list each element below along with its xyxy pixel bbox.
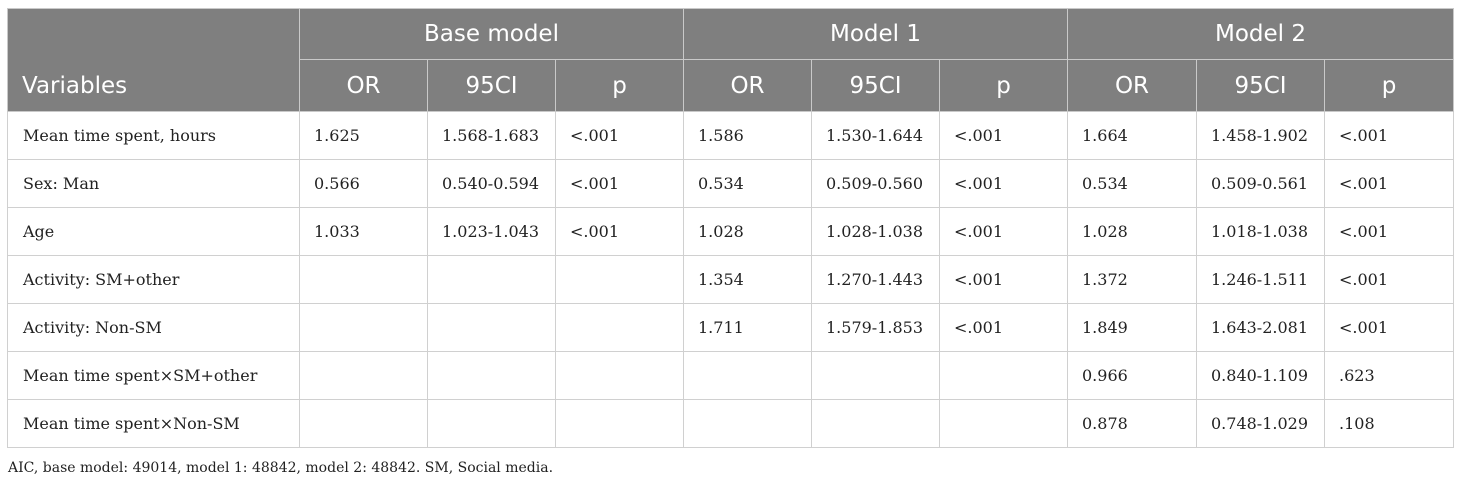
value-cell bbox=[299, 255, 428, 304]
value-cell bbox=[555, 303, 684, 352]
variable-name-cell: Activity: SM+other bbox=[7, 255, 300, 304]
value-cell bbox=[427, 255, 556, 304]
variable-name-cell: Age bbox=[7, 207, 300, 256]
value-cell: 1.246-1.511 bbox=[1196, 255, 1325, 304]
value-cell: 0.878 bbox=[1067, 399, 1197, 448]
subheader-or: OR bbox=[299, 59, 428, 112]
value-cell: 1.530-1.644 bbox=[811, 111, 940, 160]
table-row: Activity: SM+other 1.354 1.270-1.443 <.001 1… bbox=[7, 255, 1454, 304]
value-cell bbox=[427, 351, 556, 400]
value-cell: 1.458-1.902 bbox=[1196, 111, 1325, 160]
variable-name-cell: Mean time spent×SM+other bbox=[7, 351, 300, 400]
value-cell: <.001 bbox=[555, 159, 684, 208]
value-cell bbox=[299, 399, 428, 448]
value-cell: <.001 bbox=[1324, 255, 1454, 304]
table-row: Activity: Non-SM 1.711 1.579-1.853 <.001 1.8… bbox=[7, 303, 1454, 352]
value-cell: 1.028 bbox=[1067, 207, 1197, 256]
variables-column-header: Variables bbox=[7, 8, 300, 112]
subheader-95ci: 95CI bbox=[1196, 59, 1325, 112]
table-row: Mean time spent×SM+other 0.966 0.840-1.109… bbox=[7, 351, 1454, 400]
value-cell: <.001 bbox=[939, 111, 1068, 160]
value-cell bbox=[939, 399, 1068, 448]
value-cell bbox=[555, 255, 684, 304]
value-cell: 1.579-1.853 bbox=[811, 303, 940, 352]
value-cell: 0.540-0.594 bbox=[427, 159, 556, 208]
value-cell: 1.270-1.443 bbox=[811, 255, 940, 304]
value-cell bbox=[811, 399, 940, 448]
value-cell: 1.586 bbox=[683, 111, 812, 160]
value-cell: 1.028-1.038 bbox=[811, 207, 940, 256]
table-row: Age 1.033 1.023-1.043 <.001 1.028 1.028-1.038… bbox=[7, 207, 1454, 256]
value-cell: .623 bbox=[1324, 351, 1454, 400]
value-cell: <.001 bbox=[939, 303, 1068, 352]
header-row-metrics: OR 95CI p OR 95CI p OR 95CI p bbox=[8, 59, 1454, 112]
value-cell: 0.534 bbox=[1067, 159, 1197, 208]
variable-name-cell: Mean time spent, hours bbox=[7, 111, 300, 160]
table-row: Sex: Man 0.566 0.540-0.594 <.001 0.534 0.509-… bbox=[7, 159, 1454, 208]
value-cell: <.001 bbox=[1324, 159, 1454, 208]
subheader-or: OR bbox=[683, 59, 812, 112]
value-cell bbox=[683, 351, 812, 400]
subheader-p: p bbox=[555, 59, 684, 112]
value-cell: 0.509-0.560 bbox=[811, 159, 940, 208]
value-cell: 1.028 bbox=[683, 207, 812, 256]
value-cell bbox=[811, 351, 940, 400]
table-body: Mean time spent, hours 1.625 1.568-1.683 <.… bbox=[7, 111, 1454, 448]
value-cell: <.001 bbox=[939, 255, 1068, 304]
value-cell: 1.664 bbox=[1067, 111, 1197, 160]
subheader-95ci: 95CI bbox=[811, 59, 940, 112]
value-cell: <.001 bbox=[1324, 111, 1454, 160]
value-cell: 1.849 bbox=[1067, 303, 1197, 352]
regression-results-table: Variables Base model Model 1 Model 2 OR … bbox=[7, 8, 1454, 448]
table-row: Mean time spent, hours 1.625 1.568-1.683 <.… bbox=[7, 111, 1454, 160]
subheader-or: OR bbox=[1067, 59, 1197, 112]
value-cell: 1.711 bbox=[683, 303, 812, 352]
table-row: Mean time spent×Non-SM 0.878 0.748-1.029.1… bbox=[7, 399, 1454, 448]
value-cell bbox=[427, 303, 556, 352]
subheader-p: p bbox=[1324, 59, 1454, 112]
subheader-p: p bbox=[939, 59, 1068, 112]
value-cell: 0.566 bbox=[299, 159, 428, 208]
value-cell: <.001 bbox=[555, 111, 684, 160]
value-cell bbox=[299, 303, 428, 352]
value-cell bbox=[683, 399, 812, 448]
table-header: Variables Base model Model 1 Model 2 OR … bbox=[7, 8, 1454, 112]
variable-name-cell: Activity: Non-SM bbox=[7, 303, 300, 352]
value-cell: <.001 bbox=[939, 159, 1068, 208]
value-cell: .108 bbox=[1324, 399, 1454, 448]
value-cell: <.001 bbox=[939, 207, 1068, 256]
value-cell: 1.372 bbox=[1067, 255, 1197, 304]
group-header-model-2: Model 2 bbox=[1067, 8, 1454, 60]
value-cell: 1.643-2.081 bbox=[1196, 303, 1325, 352]
group-header-model-1: Model 1 bbox=[683, 8, 1068, 60]
value-cell: <.001 bbox=[1324, 207, 1454, 256]
table-footnote: AIC, base model: 49014, model 1: 48842, … bbox=[8, 460, 554, 476]
subheader-95ci: 95CI bbox=[427, 59, 556, 112]
value-cell: 0.840-1.109 bbox=[1196, 351, 1325, 400]
value-cell: 1.033 bbox=[299, 207, 428, 256]
results-table-container: Variables Base model Model 1 Model 2 OR … bbox=[7, 8, 1454, 448]
value-cell bbox=[939, 351, 1068, 400]
value-cell: <.001 bbox=[555, 207, 684, 256]
variable-name-cell: Sex: Man bbox=[7, 159, 300, 208]
value-cell bbox=[299, 351, 428, 400]
value-cell: 0.748-1.029 bbox=[1196, 399, 1325, 448]
value-cell bbox=[555, 351, 684, 400]
value-cell: 0.966 bbox=[1067, 351, 1197, 400]
value-cell: 1.018-1.038 bbox=[1196, 207, 1325, 256]
value-cell: 1.568-1.683 bbox=[427, 111, 556, 160]
value-cell: 1.023-1.043 bbox=[427, 207, 556, 256]
variable-name-cell: Mean time spent×Non-SM bbox=[7, 399, 300, 448]
header-row-groups: Variables Base model Model 1 Model 2 bbox=[7, 8, 1454, 112]
value-cell: 0.534 bbox=[683, 159, 812, 208]
value-cell: 1.354 bbox=[683, 255, 812, 304]
value-cell: 0.509-0.561 bbox=[1196, 159, 1325, 208]
value-cell: 1.625 bbox=[299, 111, 428, 160]
value-cell: <.001 bbox=[1324, 303, 1454, 352]
value-cell bbox=[555, 399, 684, 448]
value-cell bbox=[427, 399, 556, 448]
group-header-base-model: Base model bbox=[299, 8, 684, 60]
